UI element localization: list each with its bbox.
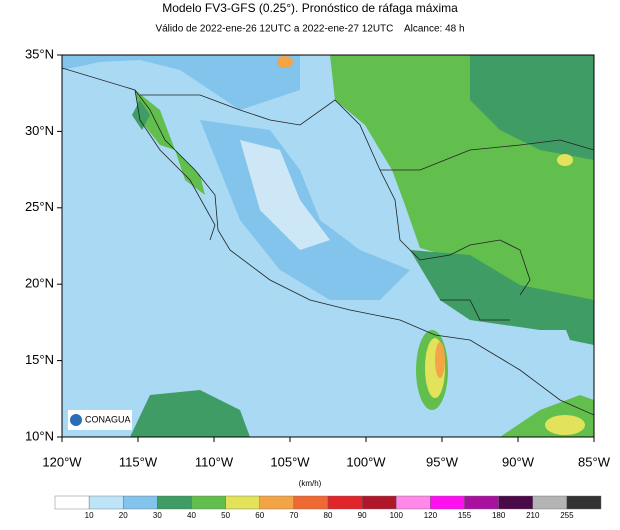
colorbar-swatch bbox=[464, 495, 499, 510]
lon-label: 105°W bbox=[270, 454, 310, 469]
colorbar-swatch bbox=[566, 495, 602, 510]
colorbar-label: 180 bbox=[492, 511, 506, 520]
lon-label: 85°W bbox=[578, 454, 611, 469]
lat-label: 35°N bbox=[25, 46, 54, 61]
colorbar-label: 210 bbox=[526, 511, 540, 520]
lat-label: 30°N bbox=[25, 123, 54, 138]
colorbar-label: 20 bbox=[119, 511, 128, 520]
colorbar-swatch bbox=[88, 495, 124, 510]
colorbar-units: (km/h) bbox=[299, 479, 322, 488]
lat-label: 15°N bbox=[25, 352, 54, 367]
colorbar-swatch bbox=[225, 495, 260, 510]
colorbar-swatch bbox=[327, 495, 363, 510]
lon-label: 115°W bbox=[119, 454, 158, 469]
colorbar-label: 100 bbox=[390, 511, 404, 520]
colorbar-swatch bbox=[430, 495, 465, 510]
colorbar-label: 70 bbox=[289, 511, 298, 520]
colorbar-swatch bbox=[498, 495, 533, 510]
map: CONAGUA bbox=[62, 55, 594, 437]
colorbar-label: 10 bbox=[85, 511, 94, 520]
colorbar-swatch bbox=[123, 495, 158, 510]
lon-label: 110°W bbox=[195, 454, 234, 469]
title: Modelo FV3-GFS (0.25°). Pronóstico de rá… bbox=[162, 1, 458, 15]
colorbar-label: 50 bbox=[221, 511, 230, 520]
colorbar-swatch bbox=[532, 495, 568, 510]
lat-label: 20°N bbox=[25, 276, 54, 291]
colorbar-label: 30 bbox=[153, 511, 162, 520]
lat-label: 10°N bbox=[25, 428, 54, 443]
colorbar-label: 120 bbox=[424, 511, 438, 520]
colorbar-label: 255 bbox=[560, 511, 574, 520]
colorbar-label: 60 bbox=[255, 511, 264, 520]
lon-label: 100°W bbox=[346, 454, 386, 469]
colorbar-swatch bbox=[157, 495, 192, 510]
colorbar-swatch bbox=[361, 495, 397, 510]
colorbar-swatch bbox=[259, 495, 295, 510]
colorbar-swatch bbox=[396, 495, 431, 510]
colorbar-swatch bbox=[293, 495, 329, 510]
colorbar-label: 80 bbox=[324, 511, 333, 520]
subtitle: Válido de 2022-ene-26 12UTC a 2022-ene-2… bbox=[155, 24, 464, 35]
lon-label: 95°W bbox=[426, 454, 459, 469]
map-frame bbox=[61, 54, 595, 438]
lat-label: 25°N bbox=[25, 199, 54, 214]
colorbar-label: 90 bbox=[358, 511, 367, 520]
logo: CONAGUA bbox=[85, 414, 131, 424]
colorbar-swatch bbox=[54, 495, 90, 510]
lon-label: 120°W bbox=[42, 454, 82, 469]
colorbar-swatch bbox=[191, 495, 226, 510]
lon-label: 90°W bbox=[502, 454, 535, 469]
colorbar-label: 155 bbox=[458, 511, 472, 520]
colorbar-label: 40 bbox=[187, 511, 196, 520]
